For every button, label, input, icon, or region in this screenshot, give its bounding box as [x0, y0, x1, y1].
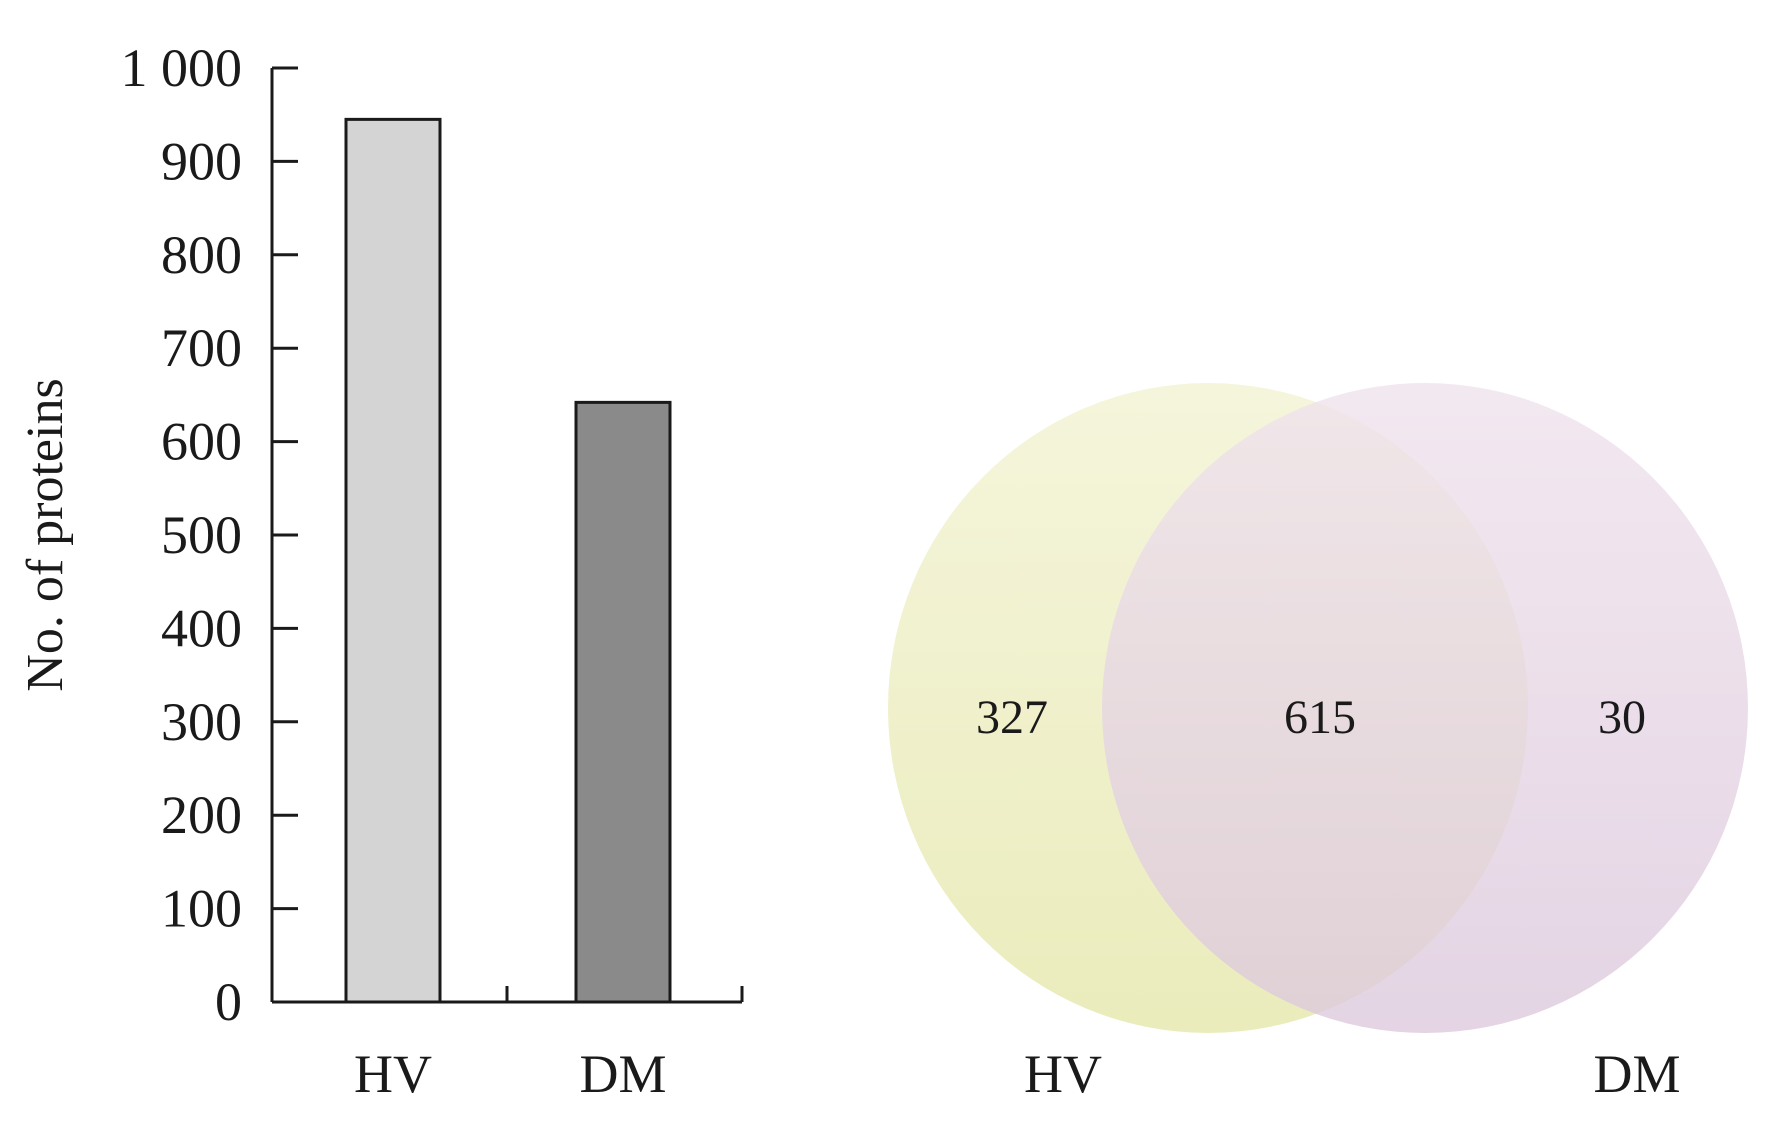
y-axis-ticks: 0 100 200 300 400 500 600 700 800 900 1 000 [121, 38, 298, 1032]
y-tick-label: 1 000 [121, 38, 243, 98]
y-tick-label: 200 [161, 785, 242, 845]
venn-set-label-hv: HV [1024, 1044, 1102, 1104]
y-tick-label: 900 [161, 131, 242, 191]
y-tick-label: 100 [161, 879, 242, 939]
bars [344, 117, 672, 1004]
y-tick-label: 600 [161, 412, 242, 472]
x-category-label-hv: HV [354, 1044, 432, 1104]
venn-hv-only-count: 327 [976, 691, 1048, 744]
venn-set-label-dm: DM [1593, 1044, 1680, 1104]
y-tick-label: 300 [161, 692, 242, 752]
y-tick-label: 0 [215, 972, 242, 1032]
bar-chart: No. of proteins 0 100 200 300 400 500 600 700 80… [17, 38, 744, 1104]
venn-intersection-count: 615 [1284, 691, 1356, 744]
y-tick-label: 800 [161, 225, 242, 285]
x-category-label-dm: DM [579, 1044, 666, 1104]
y-tick-label: 400 [161, 598, 242, 658]
venn-circle-dm [1102, 383, 1748, 1033]
bar-hv [344, 117, 442, 1004]
venn-diagram: 327 615 30 HV DM [888, 383, 1748, 1104]
venn-dm-only-count: 30 [1598, 691, 1646, 744]
bar-dm [574, 400, 672, 1004]
x-axis-category-labels: HV DM [354, 1044, 667, 1104]
y-tick-label: 700 [161, 318, 242, 378]
y-tick-label: 500 [161, 505, 242, 565]
y-axis-title: No. of proteins [17, 378, 74, 691]
